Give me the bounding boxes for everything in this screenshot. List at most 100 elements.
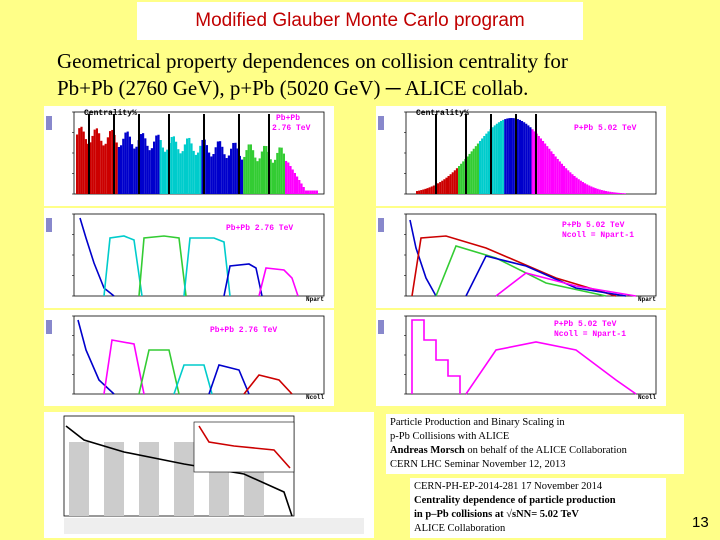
histogram-bar xyxy=(164,151,167,194)
ref2-line-3: in p–Pb collisions at √sNN= 5.02 TeV xyxy=(414,509,579,520)
histogram-bar xyxy=(479,140,482,194)
histogram-bar xyxy=(621,193,624,194)
histogram-bar xyxy=(466,156,469,194)
plot-frame xyxy=(73,315,325,395)
histogram-bar xyxy=(567,170,570,194)
histogram-bar xyxy=(600,190,603,194)
histogram-bar xyxy=(304,190,307,194)
histogram-bar xyxy=(89,142,92,194)
histogram-bar xyxy=(598,189,601,194)
histogram-bar xyxy=(258,158,261,194)
pbpb-npart-distributions xyxy=(46,213,325,297)
mr-label-1: P+Pb 5.02 TeV xyxy=(562,221,625,230)
histogram-bar xyxy=(298,180,301,194)
panel-pbpb-centrality: Centrality% Pb+Pb 2.76 TeV xyxy=(44,106,334,206)
histogram-bar xyxy=(274,159,277,194)
histogram-bar xyxy=(529,127,532,194)
histogram-bar xyxy=(476,143,479,194)
histogram-bar xyxy=(102,145,105,194)
histogram-bar xyxy=(453,170,456,194)
histogram-bar xyxy=(205,145,208,194)
histogram-bar xyxy=(437,183,440,194)
histogram-bar xyxy=(577,179,580,194)
histogram-bar xyxy=(550,151,553,194)
histogram-bar xyxy=(430,186,433,194)
histogram-bar xyxy=(307,190,310,194)
embedded-paper-figure xyxy=(44,412,374,538)
histogram-bar xyxy=(166,149,169,194)
histogram-bar xyxy=(611,192,614,194)
ncoll-curve xyxy=(103,339,145,395)
subtitle-line-2: Pb+Pb (2760 GeV), p+Pb (5020 GeV) ─ ALIC… xyxy=(57,76,529,100)
ref1-author: Andreas Morsch xyxy=(390,445,465,456)
ref2-line-1: CERN-PH-EP-2014-281 17 November 2014 xyxy=(414,481,603,492)
ppb-ncoll-distributions xyxy=(378,315,657,395)
panel-ppb-centrality: Centrality% P+Pb 5.02 TeV xyxy=(376,106,666,206)
ncoll-curve xyxy=(208,364,250,395)
histogram-bar xyxy=(216,141,219,194)
histogram-bar xyxy=(527,125,530,194)
ref1-line-2: p-Pb Collisions with ALICE xyxy=(390,431,510,442)
histogram-bar xyxy=(584,183,587,194)
ml-label: Pb+Pb 2.76 TeV xyxy=(226,224,294,233)
histogram-bar xyxy=(144,138,147,194)
histogram-bar xyxy=(84,139,87,194)
histogram-bar xyxy=(225,158,228,194)
histogram-bar xyxy=(590,186,593,194)
caption-text-block xyxy=(64,518,364,534)
histogram-bar xyxy=(241,159,244,194)
histogram-bar xyxy=(558,161,561,194)
histogram-bar xyxy=(462,161,465,194)
histogram-bar xyxy=(155,135,158,194)
histogram-bar xyxy=(563,166,566,194)
histogram-bar xyxy=(93,129,96,194)
histogram-bar xyxy=(302,187,305,194)
ref1-line-4: CERN LHC Seminar November 12, 2013 xyxy=(390,459,566,470)
histogram-bar xyxy=(420,190,423,194)
histogram-bar xyxy=(278,147,281,194)
histogram-bar xyxy=(82,131,85,194)
histogram-bar xyxy=(254,157,257,194)
centrality-band xyxy=(139,442,159,516)
ref2-line-4: ALICE Collaboration xyxy=(414,523,506,534)
paper-figure-image xyxy=(44,412,374,538)
histogram-bar xyxy=(579,180,582,194)
histogram-bar xyxy=(556,158,559,194)
histogram-bar xyxy=(552,153,555,194)
histogram-bar xyxy=(106,137,109,194)
histogram-bar xyxy=(177,149,180,194)
histogram-bar xyxy=(506,118,509,194)
histogram-bar xyxy=(502,119,505,194)
npart-curve xyxy=(223,263,263,297)
histogram-bar xyxy=(133,148,136,194)
histogram-bar xyxy=(439,182,442,194)
histogram-bar xyxy=(485,133,488,194)
histogram-bar xyxy=(223,154,226,194)
histogram-bar xyxy=(617,192,620,194)
npart-curve xyxy=(258,267,299,297)
centrality-band xyxy=(104,442,124,516)
y-axis-label-mark xyxy=(46,218,52,232)
histogram-bar xyxy=(95,128,98,194)
histogram-bar xyxy=(139,134,142,194)
histogram-bar xyxy=(271,162,274,194)
ref2-line-2: Centrality dependence of particle produc… xyxy=(414,495,616,506)
histogram-bar xyxy=(199,145,202,194)
mr-xlabel: Npart xyxy=(638,296,657,303)
panel-pbpb-ncoll: Pb+Pb 2.76 TeV Ncoll xyxy=(44,310,334,406)
histogram-bar xyxy=(115,142,118,194)
ncoll-curve xyxy=(77,319,115,395)
histogram-bar xyxy=(201,139,204,194)
histogram-bar xyxy=(300,183,303,194)
histogram-bar xyxy=(190,143,193,194)
histogram-bar xyxy=(592,187,595,194)
mr-label-2: Ncoll = Npart-1 xyxy=(562,231,635,240)
histogram-bar xyxy=(282,153,285,194)
ncoll-curve xyxy=(138,349,180,395)
histogram-bar xyxy=(521,120,524,194)
histogram-bar xyxy=(575,177,578,194)
page-number: 13 xyxy=(692,514,709,531)
histogram-bar xyxy=(247,144,250,194)
histogram-bar xyxy=(289,166,292,194)
histogram-bar xyxy=(243,156,246,194)
